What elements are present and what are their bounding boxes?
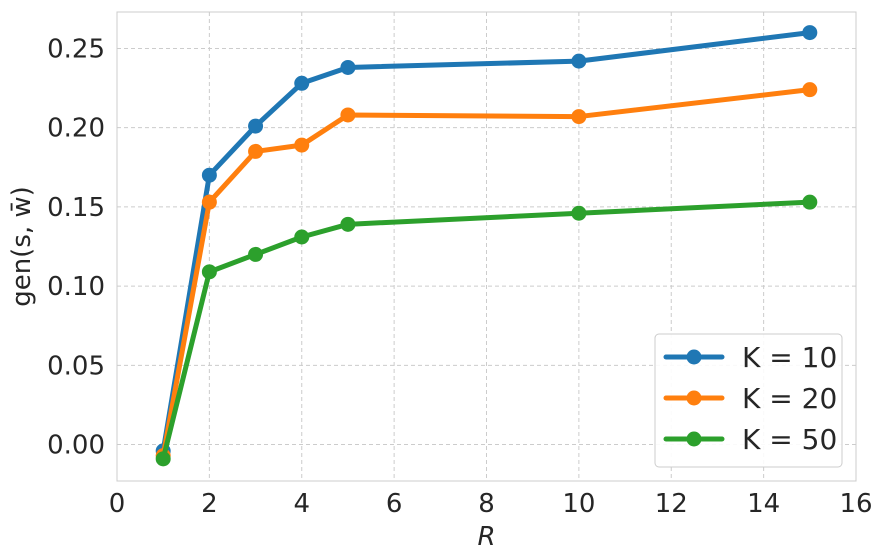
x-tick-label: 14 bbox=[747, 489, 780, 519]
y-tick-label: 0.20 bbox=[47, 114, 105, 144]
legend-label: K = 20 bbox=[742, 382, 837, 415]
data-point bbox=[248, 118, 264, 134]
legend-box bbox=[654, 333, 843, 468]
legend-swatch-marker bbox=[686, 349, 702, 365]
x-tick-label: 2 bbox=[201, 489, 218, 519]
x-tick-label: 6 bbox=[386, 489, 403, 519]
x-tick-label: 0 bbox=[109, 489, 126, 519]
data-point bbox=[294, 137, 310, 153]
y-tick-label: 0.00 bbox=[47, 431, 105, 461]
legend-swatch-marker bbox=[686, 431, 702, 447]
x-tick-label: 16 bbox=[839, 489, 872, 519]
y-tick-label: 0.10 bbox=[47, 272, 105, 302]
x-axis-label: R bbox=[477, 522, 495, 552]
data-point bbox=[802, 82, 818, 98]
data-point bbox=[294, 229, 310, 245]
x-axis-ticks: 0 2 4 6 8 10 12 14 16 bbox=[109, 489, 873, 519]
x-tick-label: 8 bbox=[478, 489, 495, 519]
legend-label: K = 10 bbox=[742, 341, 837, 374]
y-tick-label: 0.05 bbox=[47, 351, 105, 381]
data-point bbox=[201, 167, 217, 183]
data-point bbox=[340, 107, 356, 123]
data-point bbox=[802, 25, 818, 41]
x-tick-label: 4 bbox=[293, 489, 310, 519]
data-point bbox=[340, 216, 356, 232]
data-point bbox=[571, 109, 587, 125]
series-layer bbox=[155, 25, 818, 467]
data-point bbox=[802, 194, 818, 210]
x-tick-label: 12 bbox=[655, 489, 688, 519]
data-point bbox=[571, 205, 587, 221]
y-axis-ticks: 0.00 0.05 0.10 0.15 0.20 0.25 bbox=[47, 34, 105, 460]
data-point bbox=[294, 75, 310, 91]
x-tick-label: 10 bbox=[562, 489, 595, 519]
legend-swatch-marker bbox=[686, 390, 702, 406]
data-point bbox=[201, 264, 217, 280]
data-point bbox=[201, 194, 217, 210]
y-tick-label: 0.15 bbox=[47, 193, 105, 223]
grid bbox=[116, 12, 857, 481]
data-point bbox=[248, 246, 264, 262]
data-point bbox=[155, 451, 171, 467]
data-point bbox=[248, 143, 264, 159]
y-axis-label: gen(s, w̄) bbox=[7, 186, 37, 307]
y-tick-label: 0.25 bbox=[47, 34, 105, 64]
data-point bbox=[571, 53, 587, 69]
legend-label: K = 50 bbox=[742, 423, 837, 456]
legend: K = 10 K = 20 K = 50 bbox=[654, 333, 843, 468]
data-point bbox=[340, 59, 356, 75]
